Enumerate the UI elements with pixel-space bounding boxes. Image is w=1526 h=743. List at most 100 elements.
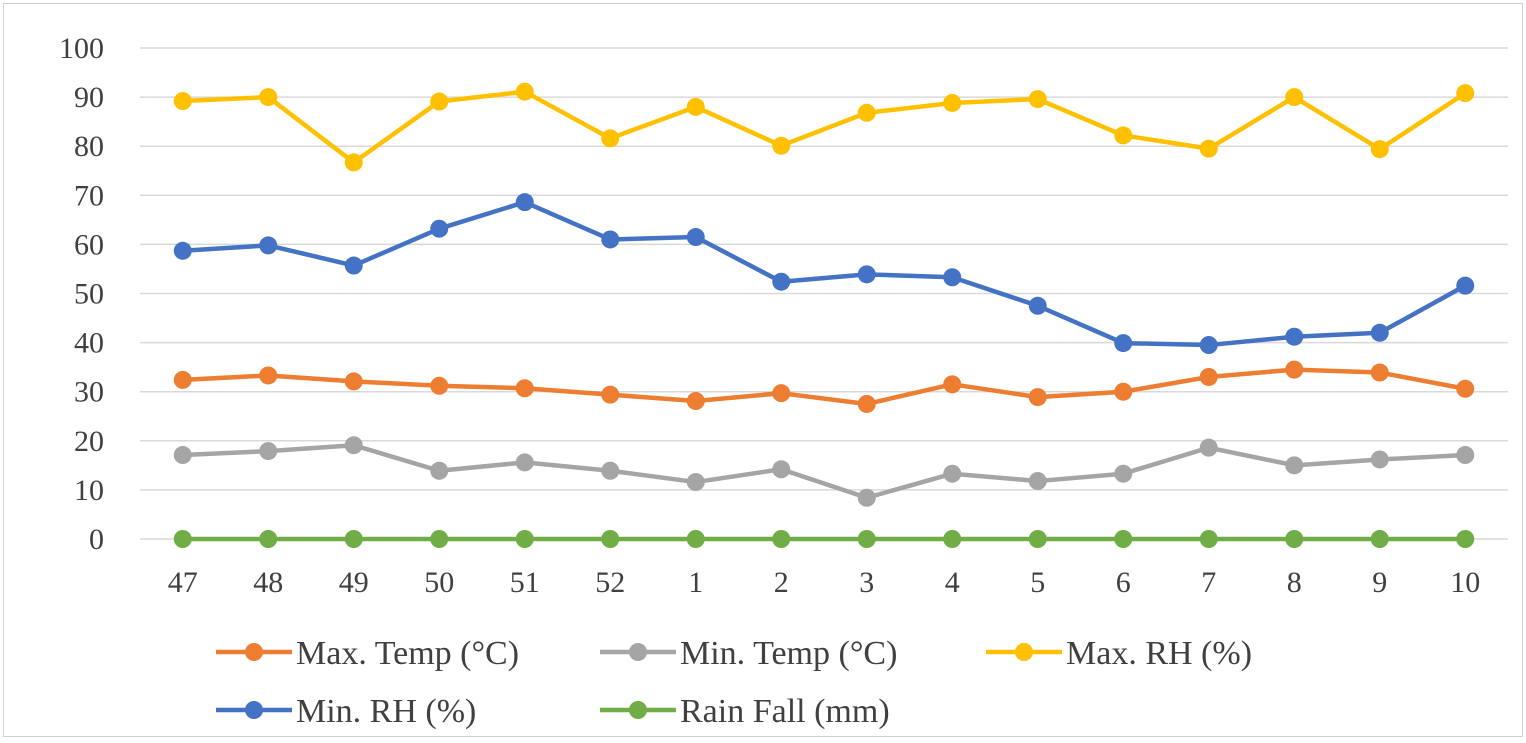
data-point [601, 230, 620, 249]
data-point [344, 530, 363, 548]
legend-label: Max. Temp (°C) [296, 635, 519, 672]
data-point [515, 530, 534, 548]
data-point [601, 461, 620, 480]
legend-marker [629, 643, 647, 661]
data-point [1028, 472, 1047, 491]
data-point [515, 379, 534, 398]
data-point [943, 530, 962, 548]
data-point [173, 92, 192, 111]
data-point [857, 394, 876, 413]
x-tick-label: 52 [595, 566, 625, 599]
data-point [1285, 530, 1304, 548]
y-tick-label: 0 [89, 523, 104, 556]
x-tick-label: 1 [688, 566, 703, 599]
data-point [1456, 84, 1475, 103]
legend-label: Min. RH (%) [296, 693, 476, 730]
grid-lines [140, 47, 1508, 540]
data-point [1199, 438, 1218, 457]
data-point [173, 446, 192, 465]
x-tick-label: 2 [774, 566, 789, 599]
legend-entry: Min. RH (%) [216, 693, 476, 730]
data-point [686, 473, 705, 492]
data-point [1028, 296, 1047, 315]
data-point [1456, 530, 1475, 548]
x-tick-label: 48 [253, 566, 283, 599]
series-group [173, 82, 1475, 548]
data-point [943, 464, 962, 483]
series-line [182, 89, 1467, 165]
data-point [1370, 530, 1389, 548]
data-point [857, 103, 876, 122]
y-tick-label: 90 [74, 81, 104, 114]
data-point [259, 366, 278, 385]
data-point [344, 256, 363, 275]
legend-label: Min. Temp (°C) [680, 635, 897, 672]
y-tick-label: 30 [74, 376, 104, 409]
data-point [1370, 363, 1389, 382]
data-point [1114, 530, 1133, 548]
y-tick-label: 50 [74, 278, 104, 311]
series-rain-fall-mm [173, 530, 1475, 548]
data-point [857, 265, 876, 284]
x-tick-label: 3 [859, 566, 874, 599]
data-point [857, 530, 876, 548]
x-tick-label: 47 [168, 566, 198, 599]
data-point [430, 219, 449, 238]
x-tick-label: 9 [1372, 566, 1387, 599]
line-chart: 0 10 20 30 40 50 60 70 80 90 100 47 48 49 50 51 52 1 2 3 4 5… [59, 32, 1508, 730]
series-min-temp-c [173, 436, 1475, 507]
legend-entry: Max. Temp (°C) [216, 635, 519, 672]
x-tick-label: 4 [945, 566, 960, 599]
y-axis-ticks: 0 10 20 30 40 50 60 70 80 90 100 [59, 32, 104, 556]
data-point [259, 442, 278, 461]
series-max-rh [173, 82, 1475, 172]
x-tick-label: 8 [1287, 566, 1302, 599]
data-point [601, 530, 620, 548]
x-tick-label: 6 [1116, 566, 1131, 599]
data-point [515, 82, 534, 101]
data-point [1370, 140, 1389, 159]
data-point [686, 228, 705, 247]
data-point [772, 272, 791, 291]
data-point [173, 241, 192, 260]
data-point [515, 193, 534, 212]
data-point [344, 372, 363, 391]
series-min-rh [173, 193, 1475, 355]
data-point [1285, 360, 1304, 379]
legend-entry: Max. RH (%) [986, 635, 1252, 672]
x-tick-label: 5 [1030, 566, 1045, 599]
x-tick-label: 10 [1450, 566, 1480, 599]
data-point [943, 375, 962, 394]
data-point [1456, 276, 1475, 295]
data-point [1114, 334, 1133, 353]
data-point [772, 384, 791, 403]
data-point [772, 136, 791, 155]
legend-entry: Rain Fall (mm) [600, 693, 890, 730]
y-tick-label: 100 [59, 32, 104, 65]
data-point [686, 97, 705, 116]
data-point [943, 93, 962, 112]
x-tick-label: 51 [510, 566, 540, 599]
legend-marker [1015, 643, 1033, 661]
data-point [601, 385, 620, 404]
y-tick-label: 70 [74, 179, 104, 212]
legend: Max. Temp (°C) Min. Temp (°C) Max. RH (%) M… [216, 635, 1252, 730]
data-point [772, 460, 791, 479]
data-point [1114, 126, 1133, 145]
data-point [1285, 88, 1304, 107]
data-point [1114, 464, 1133, 483]
data-point [686, 392, 705, 411]
data-point [1028, 388, 1047, 407]
data-point [173, 370, 192, 389]
legend-marker [245, 701, 263, 719]
data-point [772, 530, 791, 548]
data-point [344, 153, 363, 172]
x-tick-label: 7 [1201, 566, 1216, 599]
data-point [1028, 530, 1047, 548]
data-point [1199, 139, 1218, 158]
legend-marker [629, 701, 647, 719]
x-tick-label: 50 [424, 566, 454, 599]
data-point [857, 488, 876, 507]
data-point [430, 376, 449, 395]
y-tick-label: 40 [74, 327, 104, 360]
